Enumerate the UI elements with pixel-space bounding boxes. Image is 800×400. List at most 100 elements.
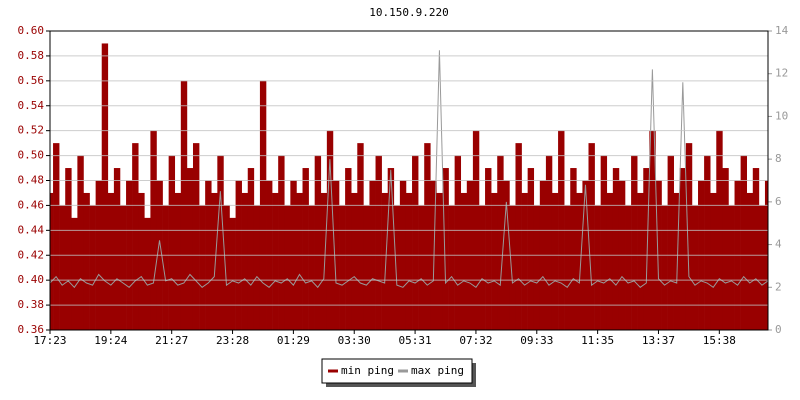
- y-tick-label: 0.40: [18, 273, 45, 286]
- area-bar: [497, 155, 504, 330]
- area-bar: [643, 168, 650, 330]
- area-bar: [545, 155, 553, 330]
- area-bar: [101, 43, 109, 330]
- area-bar: [667, 155, 674, 330]
- area-bar: [393, 205, 401, 330]
- area-bar: [612, 168, 620, 330]
- area-bar: [637, 192, 644, 330]
- area-bar: [442, 168, 449, 330]
- area-bar: [314, 155, 322, 330]
- area-bar: [363, 205, 370, 330]
- area-bar: [710, 192, 717, 330]
- area-bar: [107, 192, 115, 330]
- area-bar: [272, 192, 279, 330]
- legend-label: min ping: [341, 364, 394, 377]
- area-bar: [515, 143, 522, 330]
- area-bar: [71, 217, 78, 330]
- chart-title: 10.150.9.220: [369, 6, 448, 19]
- area-bar: [661, 205, 668, 330]
- area-bar: [631, 155, 638, 330]
- x-tick-label: 19:24: [94, 334, 127, 347]
- area-bar: [606, 192, 614, 330]
- y-tick-label: 0.50: [18, 149, 45, 162]
- legend: [321, 358, 473, 384]
- area-bar: [685, 143, 693, 330]
- area-bar: [77, 155, 84, 330]
- area-bar: [405, 192, 413, 330]
- area-bar: [162, 205, 169, 330]
- y2-tick-label: 6: [775, 195, 782, 208]
- x-tick-label: 23:28: [216, 334, 249, 347]
- area-bar: [625, 205, 632, 330]
- y-tick-label: 0.38: [18, 298, 45, 311]
- area-bar: [217, 155, 224, 330]
- x-tick-label: 03:30: [338, 334, 371, 347]
- area-bar: [192, 143, 200, 330]
- area-bar: [594, 205, 601, 330]
- y2-tick-label: 0: [775, 323, 782, 336]
- area-bar: [302, 168, 309, 330]
- area-bar: [728, 205, 735, 330]
- area-bar: [381, 192, 389, 330]
- area-bar: [278, 155, 285, 330]
- area-bar: [174, 192, 182, 330]
- area-bar: [746, 192, 754, 330]
- area-bar: [247, 168, 255, 330]
- area-bar: [65, 168, 72, 330]
- area-bar: [308, 205, 315, 330]
- y2-tick-label: 2: [775, 280, 782, 293]
- area-bar: [211, 192, 218, 330]
- y2-tick-label: 4: [775, 238, 782, 251]
- area-bar: [253, 205, 261, 330]
- area-bar: [387, 168, 395, 330]
- y2-tick-label: 10: [775, 109, 788, 122]
- area-bar: [424, 143, 431, 330]
- area-bar: [59, 205, 66, 330]
- area-bar: [691, 205, 699, 330]
- y-tick-label: 0.58: [18, 49, 45, 62]
- area-bar: [485, 168, 492, 330]
- area-bar: [570, 168, 577, 330]
- area-bar: [229, 217, 236, 330]
- area-bar: [576, 192, 583, 330]
- y-tick-label: 0.56: [18, 74, 45, 87]
- area-bar: [454, 155, 462, 330]
- area-bar: [704, 155, 711, 330]
- area-bar: [296, 192, 303, 330]
- area-bar: [284, 205, 291, 330]
- area-bar: [50, 192, 54, 330]
- area-bar: [83, 192, 90, 330]
- y-tick-label: 0.36: [18, 323, 45, 336]
- area-bar: [241, 192, 249, 330]
- legend-label: max ping: [411, 364, 464, 377]
- area-bar: [521, 192, 528, 330]
- y-tick-label: 0.54: [18, 99, 45, 112]
- y-tick-label: 0.60: [18, 24, 45, 37]
- x-tick-label: 07:32: [459, 334, 492, 347]
- area-bar: [509, 205, 516, 330]
- area-bar: [345, 168, 352, 330]
- area-bar: [132, 143, 139, 330]
- area-bar: [460, 192, 468, 330]
- y2-tick-label: 8: [775, 152, 782, 165]
- area-bar: [53, 143, 60, 330]
- line: [49, 50, 769, 289]
- area-bar: [144, 217, 151, 330]
- x-tick-label: 13:37: [642, 334, 675, 347]
- area-bar: [89, 205, 96, 330]
- area-bar: [412, 155, 419, 330]
- area-bar: [199, 205, 206, 330]
- area-bar: [679, 168, 687, 330]
- area-bar: [527, 168, 535, 330]
- x-tick-label: 11:35: [581, 334, 614, 347]
- x-tick-label: 01:29: [277, 334, 310, 347]
- x-tick-label: 05:31: [399, 334, 432, 347]
- area-bar: [448, 205, 455, 330]
- area-bar: [478, 205, 486, 330]
- y2-tick-label: 12: [775, 67, 788, 80]
- area-bar: [351, 192, 358, 330]
- x-tick-label: 17:23: [33, 334, 66, 347]
- area-bar: [418, 205, 425, 330]
